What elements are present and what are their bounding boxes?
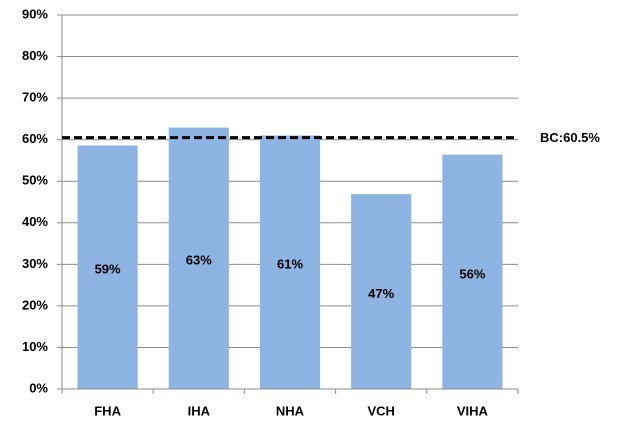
data-label: 59% <box>95 262 121 277</box>
y-tick-label: 90% <box>22 6 48 21</box>
y-tick-label: 30% <box>22 256 48 271</box>
y-tick-label: 60% <box>22 131 48 146</box>
bar <box>259 135 321 389</box>
bar <box>77 145 138 389</box>
y-tick-label: 40% <box>22 214 48 229</box>
x-tick-label: NHA <box>276 403 305 418</box>
bar <box>168 127 229 390</box>
bar <box>351 194 412 389</box>
y-tick-label: 70% <box>22 90 48 105</box>
x-tick-label: VCH <box>367 403 394 418</box>
x-tick-label: VIHA <box>457 403 489 418</box>
y-tick-label: 80% <box>22 48 48 63</box>
y-tick-label: 0% <box>29 380 48 395</box>
y-tick-label: 20% <box>22 297 48 312</box>
bar <box>442 154 503 389</box>
data-label: 56% <box>459 266 485 281</box>
x-tick-label: IHA <box>188 403 211 418</box>
data-label: 61% <box>277 257 303 272</box>
x-tick-label: FHA <box>94 403 121 418</box>
y-tick-label: 50% <box>22 173 48 188</box>
data-label: 63% <box>186 253 212 268</box>
data-label: 47% <box>368 286 394 301</box>
reference-label: BC:60.5% <box>540 130 600 145</box>
y-tick-label: 10% <box>22 339 48 354</box>
